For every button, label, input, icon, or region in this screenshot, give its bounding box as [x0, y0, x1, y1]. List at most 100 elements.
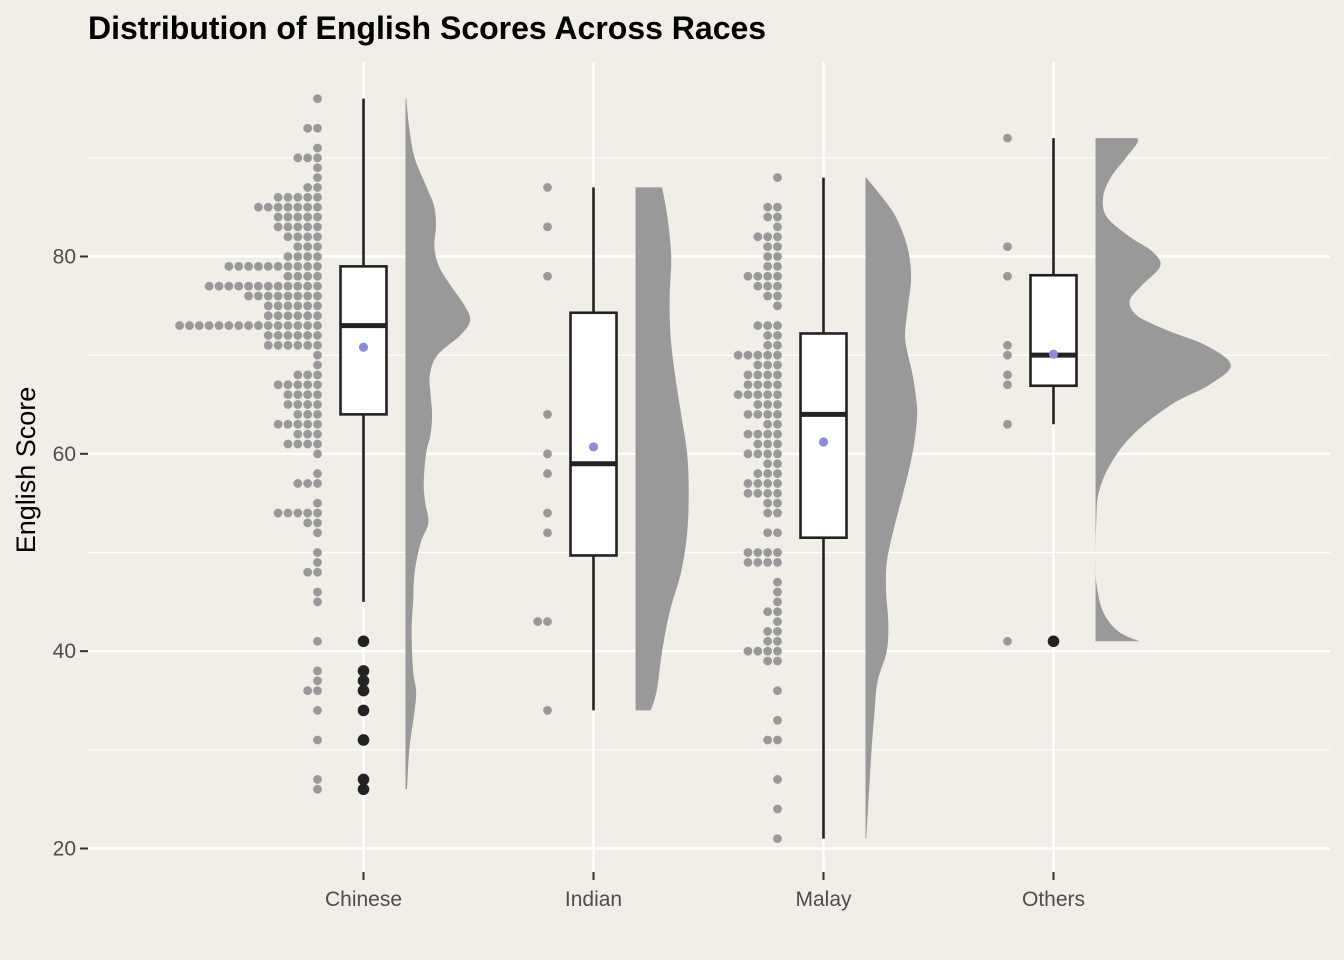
dot-malay-44	[773, 607, 782, 617]
dot-chinese-77	[273, 281, 283, 291]
dot-malay-65	[753, 400, 763, 409]
dot-chinese-36	[303, 686, 313, 696]
outlier-chinese-31	[357, 734, 370, 746]
dot-others-41	[1003, 636, 1012, 646]
dot-chinese-78	[303, 271, 313, 281]
dot-others-71	[1003, 340, 1012, 350]
dot-malay-65	[763, 400, 773, 409]
dot-malay-68	[743, 370, 753, 380]
density-others	[1095, 138, 1231, 642]
dot-chinese-90	[313, 153, 322, 163]
dot-malay-55	[763, 498, 773, 508]
dot-chinese-74	[263, 311, 273, 321]
dot-malay-57	[743, 479, 753, 488]
dot-chinese-62	[303, 429, 313, 439]
dot-chinese-85	[263, 202, 273, 212]
dot-chinese-54	[273, 508, 283, 518]
density-indian	[635, 187, 689, 711]
dot-malay-88	[773, 173, 782, 182]
dot-malay-24	[773, 804, 782, 814]
axes: 20 40 60 80 Chinese Indian Malay Others	[53, 246, 1085, 912]
dot-chinese-83	[273, 222, 283, 232]
dot-malay-62	[773, 429, 782, 439]
dot-indian-64	[543, 409, 552, 419]
dot-chinese-73	[273, 321, 283, 330]
dot-chinese-78	[283, 271, 293, 281]
dot-chinese-77	[293, 281, 303, 291]
dot-malay-41	[763, 636, 773, 646]
dot-chinese-57	[303, 479, 313, 488]
dot-chinese-68	[293, 370, 303, 380]
x-tick-label-chinese: Chinese	[325, 888, 402, 911]
dot-chinese-71	[303, 340, 313, 350]
dot-malay-77	[763, 281, 773, 291]
dot-malay-54	[763, 508, 773, 518]
box-indian	[569, 311, 618, 557]
dot-chinese-90	[293, 153, 303, 163]
dot-malay-79	[773, 261, 782, 271]
dot-chinese-73	[194, 321, 204, 330]
dot-chinese-81	[303, 242, 313, 252]
dot-others-67	[1003, 380, 1012, 390]
dot-malay-75	[773, 301, 782, 311]
dot-chinese-77	[244, 281, 253, 291]
dot-chinese-76	[293, 291, 303, 301]
dot-chinese-37	[313, 676, 322, 686]
dot-chinese-84	[293, 212, 303, 222]
dot-malay-58	[773, 469, 782, 478]
dot-indian-43	[533, 617, 543, 626]
dot-chinese-63	[273, 419, 283, 429]
dot-malay-78	[753, 271, 763, 281]
dot-chinese-60	[313, 449, 322, 459]
dot-others-63	[1003, 419, 1012, 429]
dot-chinese-83	[303, 222, 313, 232]
dot-chinese-78	[313, 271, 322, 281]
dot-chinese-63	[313, 419, 322, 429]
dot-chinese-66	[283, 390, 293, 400]
dot-malay-70	[763, 350, 773, 360]
dot-malay-46	[773, 587, 782, 597]
dot-malay-45	[773, 597, 782, 607]
dots-indian	[533, 183, 552, 715]
dot-malay-76	[763, 291, 773, 301]
dot-chinese-76	[303, 291, 313, 301]
dot-chinese-48	[313, 567, 322, 577]
dot-chinese-67	[313, 380, 322, 390]
grid-lines	[88, 62, 1330, 872]
dot-chinese-84	[313, 212, 322, 222]
dot-chinese-61	[313, 439, 322, 449]
group-indian	[533, 183, 689, 715]
dot-malay-36	[773, 686, 782, 696]
dot-chinese-85	[303, 202, 313, 212]
dot-chinese-77	[263, 281, 273, 291]
dot-chinese-68	[313, 370, 322, 380]
dot-malay-60	[753, 449, 763, 459]
dot-chinese-72	[283, 331, 293, 340]
dot-chinese-79	[313, 261, 322, 271]
dot-chinese-89	[313, 163, 322, 173]
dot-malay-66	[763, 390, 773, 400]
dot-chinese-72	[273, 331, 283, 340]
dot-malay-67	[743, 380, 753, 390]
dot-malay-49	[743, 557, 753, 567]
dot-chinese-74	[273, 311, 283, 321]
dot-chinese-54	[293, 508, 303, 518]
dot-indian-43	[543, 617, 552, 626]
dot-others-68	[1003, 370, 1012, 380]
dot-malay-68	[763, 370, 773, 380]
dot-malay-68	[753, 370, 763, 380]
mean-point-indian	[588, 442, 599, 452]
dot-chinese-53	[303, 518, 313, 528]
dot-chinese-79	[224, 261, 234, 271]
dot-malay-79	[763, 261, 773, 271]
dot-others-78	[1003, 271, 1012, 281]
dot-chinese-74	[303, 311, 313, 321]
dot-chinese-63	[283, 419, 293, 429]
dot-chinese-77	[234, 281, 244, 291]
dot-chinese-71	[263, 340, 273, 350]
dot-chinese-73	[214, 321, 224, 330]
dot-chinese-79	[234, 261, 244, 271]
dot-chinese-62	[313, 429, 322, 439]
dot-chinese-86	[273, 192, 283, 202]
dot-chinese-76	[263, 291, 273, 301]
